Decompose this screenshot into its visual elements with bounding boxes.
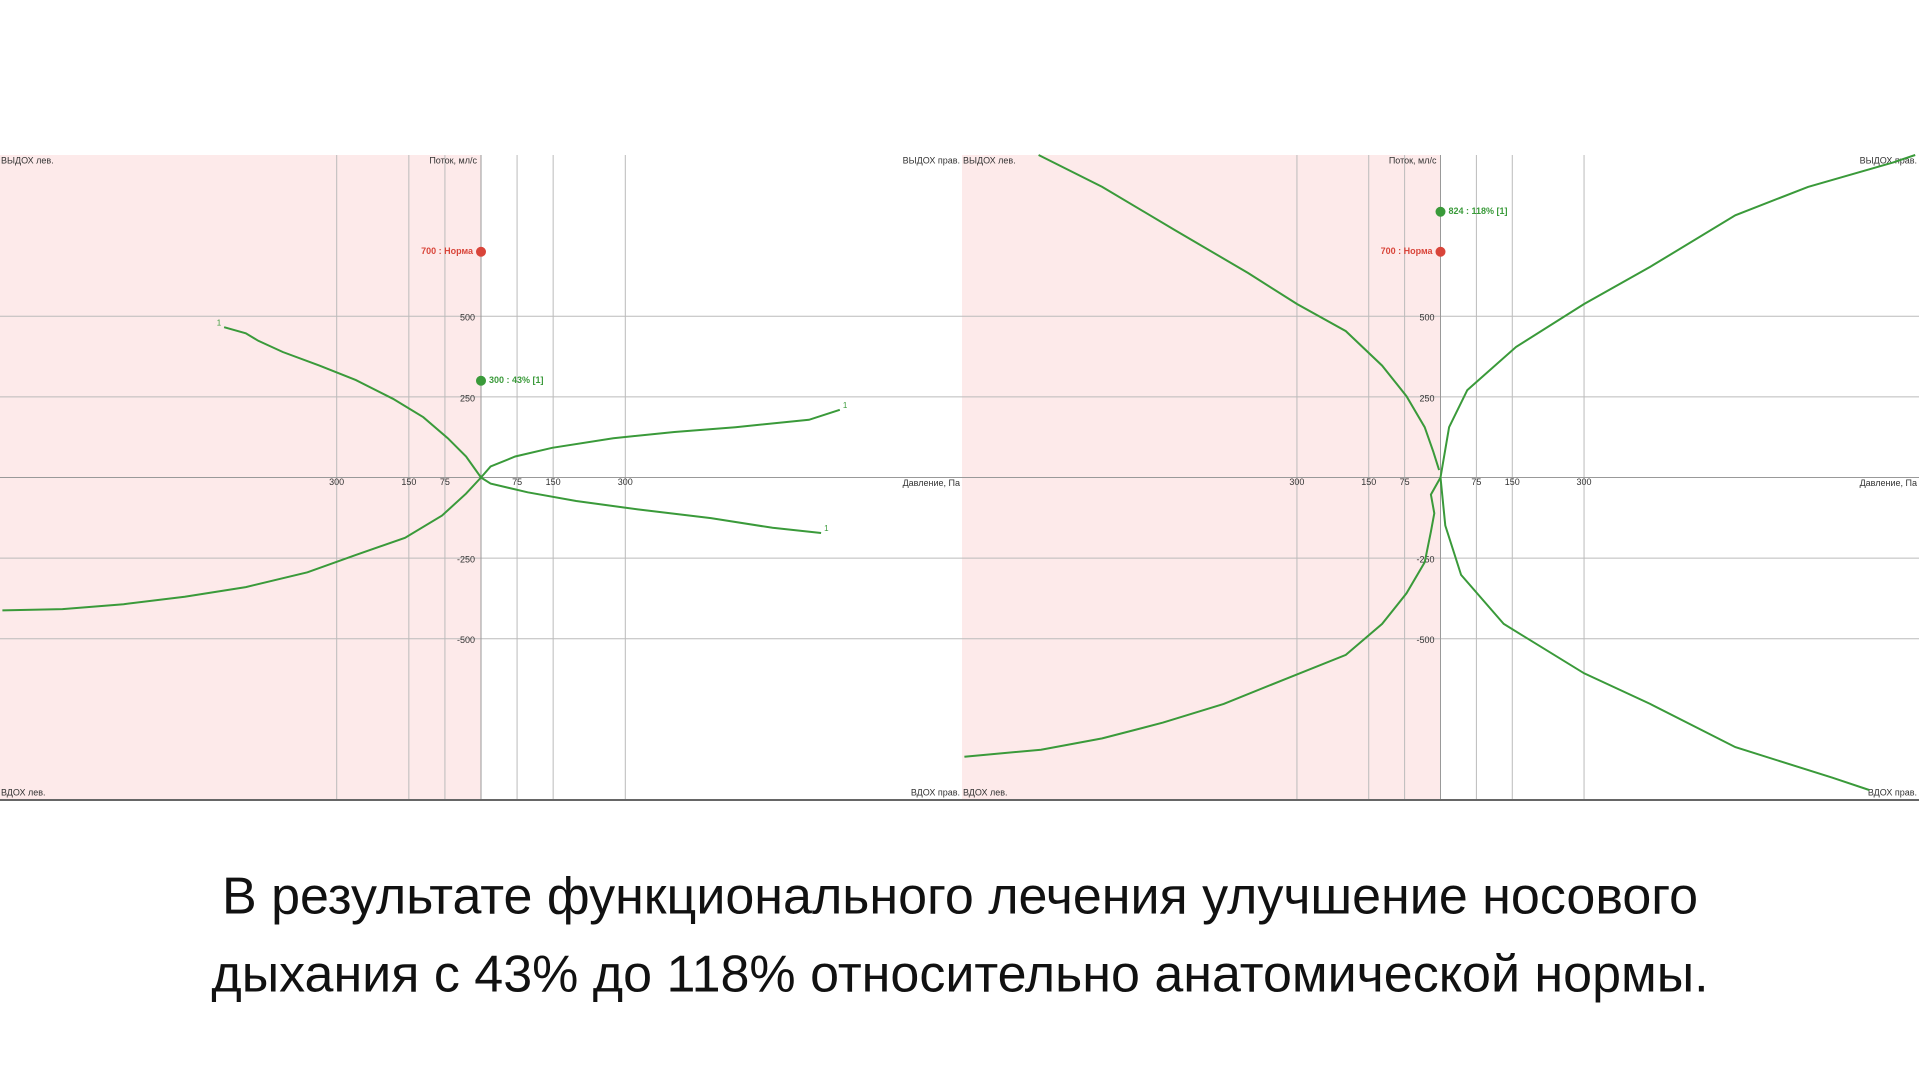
- corner-label: ВЫДОХ лев.: [963, 155, 1016, 165]
- x-tick-label: 150: [546, 477, 561, 487]
- x-tick-label: 300: [329, 477, 344, 487]
- corner-label: ВЫДОХ лев.: [1, 155, 54, 165]
- flow-curve: [964, 477, 1442, 758]
- y-tick-label: 500: [460, 313, 475, 323]
- x-tick-label: 75: [512, 477, 522, 487]
- y-tick-label: 500: [1419, 313, 1434, 323]
- y-tick-label: -250: [457, 555, 475, 565]
- result-marker: [1435, 206, 1446, 217]
- x-tick-label: 75: [440, 477, 450, 487]
- corner-label: ВДОХ прав.: [1868, 787, 1917, 797]
- flow-curve: [223, 326, 482, 479]
- y-tick-label: -500: [1416, 635, 1434, 645]
- x-tick-label: 300: [1577, 477, 1592, 487]
- x-tick-label: 150: [1361, 477, 1376, 487]
- corner-label: ВДОХ лев.: [1, 787, 46, 797]
- corner-label: ВЫДОХ прав.: [1860, 155, 1917, 165]
- norm-label: 700 : Норма: [421, 246, 474, 256]
- norm-label: 700 : Норма: [1381, 246, 1434, 256]
- flow-curve: [2, 476, 482, 612]
- y-axis-label: Поток, мл/с: [429, 155, 477, 165]
- y-axis-label: Поток, мл/с: [1389, 155, 1437, 165]
- corner-label: ВДОХ лев.: [963, 787, 1008, 797]
- norm-marker: [1435, 246, 1446, 257]
- y-tick-label: 250: [460, 393, 475, 403]
- corner-label: ВЫДОХ прав.: [903, 155, 960, 165]
- curve-label: 1: [843, 401, 848, 410]
- caption-line: дыхания с 43% до 118% относительно анато…: [211, 946, 1708, 1004]
- flow-curve: [1439, 154, 1916, 478]
- flow-curve: [480, 476, 822, 534]
- x-tick-label: 150: [401, 477, 416, 487]
- caption-line: В результате функционального лечения улу…: [222, 868, 1698, 926]
- curve-label: 1: [824, 524, 829, 533]
- y-tick-label: 250: [1419, 393, 1434, 403]
- x-axis-label: Давление, Па: [1860, 478, 1917, 488]
- x-tick-label: 300: [618, 477, 633, 487]
- corner-label: ВДОХ прав.: [911, 787, 960, 797]
- result-label: 824 : 118% [1]: [1449, 206, 1508, 216]
- x-tick-label: 300: [1289, 477, 1304, 487]
- x-tick-label: 75: [1471, 477, 1481, 487]
- result-label: 300 : 43% [1]: [489, 375, 544, 385]
- curve-label: 1: [217, 318, 222, 327]
- flow-curve: [1439, 477, 1870, 791]
- result-marker: [476, 375, 486, 386]
- y-tick-label: -500: [457, 635, 475, 645]
- x-axis-label: Давление, Па: [903, 478, 960, 488]
- x-tick-label: 150: [1505, 477, 1520, 487]
- norm-marker: [476, 246, 486, 257]
- x-tick-label: 75: [1400, 477, 1410, 487]
- flow-curve: [1038, 154, 1441, 471]
- flow-curve: [480, 408, 841, 479]
